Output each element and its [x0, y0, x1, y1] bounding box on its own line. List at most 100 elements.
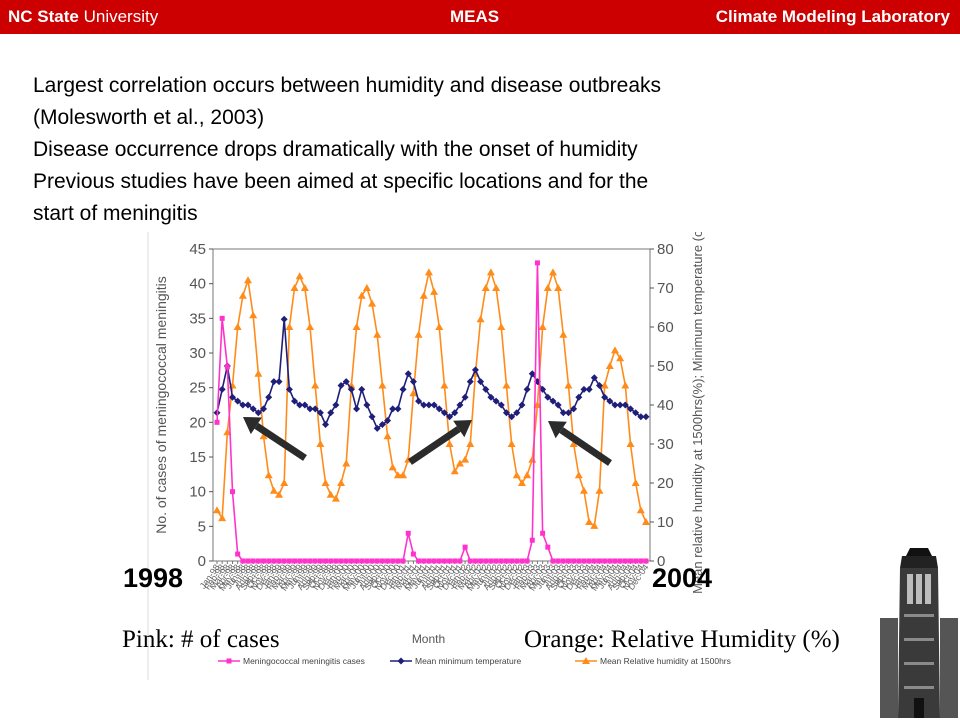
humidity-point	[430, 287, 439, 295]
temperature-point	[332, 401, 340, 409]
temperature-point	[549, 397, 557, 405]
y-right-tick-label: 80	[657, 241, 674, 258]
y-right-tick-label: 10	[657, 514, 674, 531]
y-left-tick-label: 5	[198, 518, 206, 535]
slide-text: Largest correlation occurs between humid…	[33, 70, 923, 230]
humidity-point	[595, 486, 604, 494]
humidity-point	[316, 440, 325, 447]
cases-point	[524, 558, 530, 564]
humidity-point	[280, 479, 289, 486]
humidity-point	[399, 471, 408, 479]
cases-point	[385, 558, 391, 564]
y-left-tick-label: 20	[189, 414, 206, 431]
chart-series	[213, 260, 650, 564]
cases-point	[472, 558, 478, 564]
y-right-tick-label: 70	[657, 280, 674, 297]
humidity-point	[502, 381, 511, 389]
legend-entry: Mean minimum temperature	[415, 656, 522, 666]
temperature-point	[590, 374, 598, 382]
temperature-point	[327, 409, 335, 417]
temperature-point	[353, 405, 361, 413]
humidity-point	[600, 381, 609, 389]
temperature-point	[358, 385, 366, 393]
humidity-point	[306, 323, 315, 330]
temperature-point	[466, 378, 474, 386]
cases-point	[359, 558, 365, 564]
cases-point	[540, 530, 546, 536]
humidity-point	[218, 514, 227, 522]
humidity-point	[233, 323, 242, 330]
temperature-point	[363, 401, 371, 409]
year-end-label: 2004	[652, 563, 713, 593]
humidity-point	[445, 440, 454, 447]
temperature-point	[260, 405, 268, 413]
humidity-point	[419, 291, 428, 299]
humidity-point	[238, 291, 247, 299]
text-line: Largest correlation occurs between humid…	[33, 74, 662, 97]
cases-point	[245, 558, 251, 564]
humidity-point	[486, 268, 495, 276]
cases-point	[395, 558, 401, 564]
text-line: Previous studies have been aimed at spec…	[33, 170, 649, 193]
cases-point	[374, 558, 380, 564]
humidity-point	[424, 268, 433, 276]
humidity-point	[579, 486, 588, 494]
humidity-point	[321, 479, 330, 486]
cases-point	[503, 558, 509, 564]
cases-point	[333, 558, 339, 564]
cases-point	[302, 558, 308, 564]
temperature-point	[585, 385, 593, 393]
humidity-point	[642, 518, 650, 525]
cases-point	[622, 558, 628, 564]
temperature-point	[430, 401, 438, 409]
humidity-point	[538, 323, 547, 330]
cases-point	[447, 558, 453, 564]
cases-point	[369, 558, 375, 564]
cases-point	[431, 558, 437, 564]
humidity-point	[554, 284, 563, 291]
cases-point	[591, 558, 597, 564]
temperature-point	[575, 393, 583, 401]
temperature-point	[296, 401, 304, 409]
humidity-point	[368, 299, 377, 307]
cases-point	[586, 558, 592, 564]
temperature-point	[280, 315, 288, 323]
cases-point	[462, 544, 468, 550]
y-right-tick-label: 0	[657, 553, 665, 570]
temperature-point	[311, 405, 319, 413]
cases-point	[281, 558, 287, 564]
temperature-point	[487, 393, 495, 401]
temperature-point	[606, 397, 614, 405]
temperature-point	[492, 397, 500, 405]
humidity-point	[414, 330, 423, 338]
cases-point	[509, 558, 515, 564]
cases-point	[292, 558, 298, 564]
temperature-point	[451, 409, 459, 417]
humidity-point	[409, 389, 418, 397]
arrow-shaft	[254, 422, 307, 461]
humidity-point	[352, 323, 361, 330]
cases-point	[354, 558, 360, 564]
cases-point	[560, 558, 566, 564]
temperature-point	[265, 393, 273, 401]
humidity-point	[590, 521, 599, 529]
humidity-point	[450, 467, 459, 475]
humidity-point	[497, 323, 506, 330]
temperature-point	[389, 405, 397, 413]
temperature-point	[234, 397, 242, 405]
temperature-point	[425, 401, 433, 409]
cases-point	[379, 558, 385, 564]
temperature-point	[502, 409, 510, 417]
cases-point	[328, 558, 334, 564]
humidity-point	[337, 479, 346, 486]
temperature-point	[342, 378, 350, 386]
cases-point	[576, 558, 582, 564]
humidity-point	[213, 506, 221, 514]
cases-point	[426, 558, 432, 564]
humidity-point	[574, 471, 583, 479]
cases-point	[421, 558, 427, 564]
temperature-point	[254, 409, 262, 417]
y-left-tick-label: 30	[189, 345, 206, 362]
cases-point	[467, 558, 473, 564]
temperature-point	[316, 409, 324, 417]
